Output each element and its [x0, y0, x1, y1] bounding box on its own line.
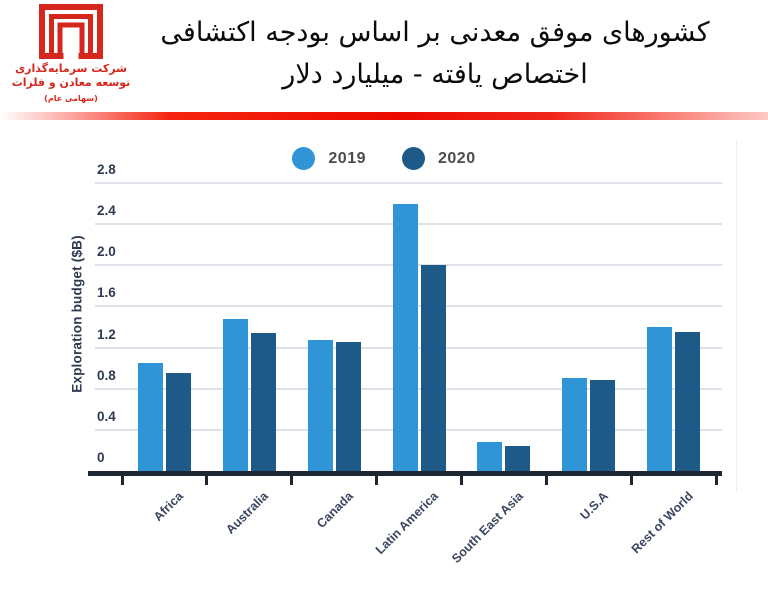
legend-swatch-2019 — [292, 147, 316, 170]
bar-2019-latin-america — [392, 203, 418, 471]
y-tick-label-2.0: 2.0 — [97, 244, 116, 260]
x-axis-line — [88, 471, 722, 476]
presentation-slide: شرکت سرمایه‌گذاری توسعه معادن و فلزات (س… — [0, 4, 768, 566]
x-axis-tick — [459, 476, 463, 485]
y-tick-label-0.8: 0.8 — [97, 367, 116, 383]
legend-swatch-2020 — [402, 147, 425, 170]
legend-label-2019: 2019 — [328, 149, 366, 167]
x-axis-tick — [290, 476, 294, 485]
bar-2019-south-east-asia — [477, 442, 503, 471]
chart-legend: 2019 2020 — [0, 147, 768, 170]
company-name-line2: توسعه معادن و فلزات — [11, 76, 131, 89]
bar-2019-u-s-a — [562, 378, 588, 471]
bar-2020-south-east-asia — [505, 446, 531, 471]
x-axis-tick — [544, 476, 548, 485]
company-logo-icon — [39, 4, 103, 59]
gridline-2.8 — [95, 182, 722, 184]
red-divider-line — [0, 112, 768, 120]
bar-2020-rest-of-world — [675, 332, 701, 471]
bar-2019-rest-of-world — [647, 327, 673, 471]
y-tick-label-1.2: 1.2 — [97, 326, 116, 342]
x-axis-tick — [629, 476, 633, 485]
bar-2019-australia — [222, 318, 248, 471]
company-name-line1: شرکت سرمایه‌گذاری — [15, 62, 127, 75]
x-axis-tick — [120, 476, 124, 485]
company-name: شرکت سرمایه‌گذاری توسعه معادن و فلزات (س… — [2, 62, 140, 106]
x-axis-tick — [714, 476, 718, 485]
bar-2020-australia — [250, 333, 276, 471]
bar-2019-canada — [307, 340, 333, 471]
y-tick-label-2.4: 2.4 — [97, 203, 116, 219]
y-tick-label-0.4: 0.4 — [97, 408, 116, 424]
bar-2020-canada — [335, 342, 361, 471]
y-tick-label-2.8: 2.8 — [97, 162, 116, 177]
company-name-line3: (سهامی عام) — [44, 94, 98, 103]
legend-label-2020: 2020 — [438, 149, 476, 167]
y-tick-label-1.6: 1.6 — [97, 285, 116, 301]
legend-item-2019: 2019 — [292, 147, 366, 170]
bar-2019-africa — [137, 363, 163, 471]
y-tick-label-0: 0 — [97, 450, 105, 465]
legend-item-2020: 2020 — [402, 147, 476, 170]
x-axis-tick — [375, 476, 379, 485]
slide-title-line1: کشورهای موفق معدنی بر اساس بودجه اکتشافی — [160, 17, 710, 48]
slide-title: کشورهای موفق معدنی بر اساس بودجه اکتشافی… — [130, 12, 740, 96]
y-axis-label: Exploration budget ($B) — [69, 235, 85, 393]
bar-2020-u-s-a — [590, 380, 616, 471]
bar-2020-africa — [165, 373, 191, 471]
bar-2020-latin-america — [420, 265, 446, 471]
x-axis-tick — [205, 476, 209, 485]
slide-title-line2: اختصاص یافته - میلیارد دلار — [282, 59, 588, 90]
scan-edge-line — [736, 140, 737, 492]
